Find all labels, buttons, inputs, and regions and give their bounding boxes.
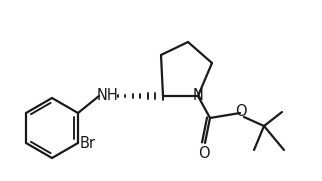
Text: O: O — [235, 104, 247, 119]
Text: O: O — [198, 146, 210, 161]
Text: NH: NH — [97, 89, 119, 104]
Text: N: N — [193, 87, 204, 102]
Text: Br: Br — [80, 136, 96, 150]
